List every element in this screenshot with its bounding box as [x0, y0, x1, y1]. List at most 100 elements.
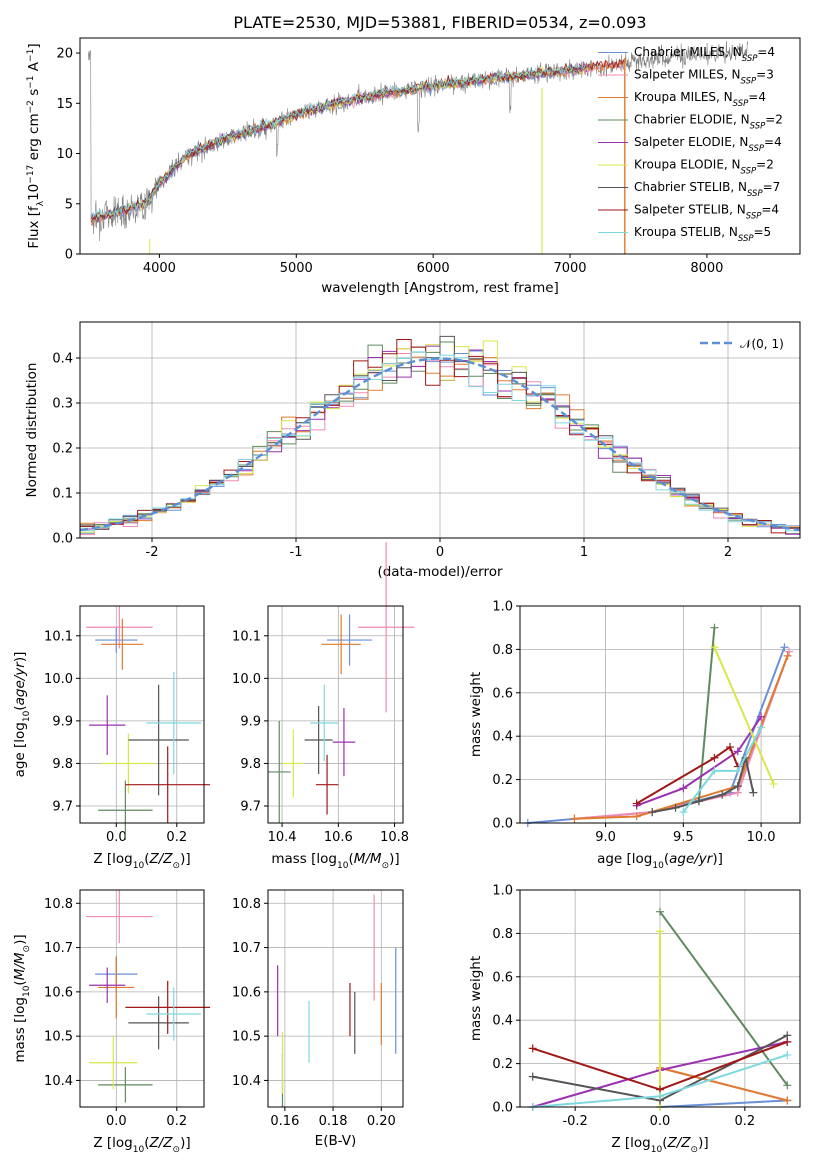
y-tick-label: 0.0	[52, 532, 73, 547]
y-tick-label: 10.0	[232, 672, 261, 687]
residuals-panel: -2 -1 0 1 2 0.0 0.1 0.2 0.3 0.4 𝒩(0, 1) (data-model…	[24, 321, 801, 580]
weight-line-salpeter_elodie	[636, 716, 762, 807]
y-axis-label: mass weight	[468, 956, 484, 1041]
model-fit-salpeter_miles	[90, 61, 626, 224]
y-tick-label: 9.7	[240, 799, 261, 814]
weight-marker-salpeter_elodie	[733, 747, 742, 756]
x-axis-label: E(B-V)	[315, 1133, 357, 1149]
y-tick-label: 10.1	[44, 629, 73, 644]
x-tick-label: 2	[724, 545, 732, 560]
y-tick-label: 9.8	[240, 757, 261, 772]
weight-line-kroupa_miles	[574, 655, 789, 820]
normal-curve-line	[79, 357, 801, 532]
weight-marker-chabrier_elodie	[710, 623, 719, 632]
y-tick-label: 0.4	[492, 1014, 513, 1029]
legend-label: Chabrier ELODIE, NSSP=2	[634, 113, 783, 132]
weight-marker-chabrier_elodie	[783, 1081, 792, 1090]
plot-frame	[79, 37, 801, 255]
plot-frame	[267, 605, 404, 824]
y-tick-label: 10.8	[44, 897, 73, 912]
y-tick-label: 10	[56, 147, 73, 162]
y-tick-label: 0.0	[492, 1101, 513, 1116]
plot-frame	[519, 889, 801, 1108]
x-tick-label: 0.0	[106, 830, 127, 845]
weight-marker-kroupa_stelib	[710, 766, 719, 775]
weight-line-chabrier_miles	[527, 646, 786, 824]
age_vs_Z-panel: 0.0 0.2 9.7 9.8 9.9 10.0 10.1 age [log10(age/yr…	[12, 605, 211, 871]
weight-marker-salpeter_miles	[785, 647, 794, 656]
weight-marker-kroupa_stelib	[656, 1092, 664, 1101]
weight-marker-salpeter_elodie	[757, 712, 766, 721]
weight-marker-chabrier_stelib	[733, 782, 742, 791]
y-tick-label: 9.7	[52, 799, 73, 814]
y-tick-label: 1.0	[492, 884, 513, 899]
x-tick-label: 0.2	[735, 1114, 756, 1129]
y-tick-label: 1.0	[492, 600, 513, 615]
weight-marker-kroupa_miles	[632, 812, 641, 821]
x-tick-label: 0.0	[650, 1114, 671, 1129]
y-tick-label: 10.4	[232, 1074, 261, 1089]
age_vs_mass-panel: 10.4 10.6 10.8 9.7 9.8 9.9 10.0 10.1 mass [log10…	[232, 542, 415, 871]
x-axis-label: Z [log10(Z/Z⊙)]	[611, 1135, 708, 1155]
model-fit-salpeter_elodie	[90, 62, 587, 223]
y-tick-label: 5	[65, 197, 73, 212]
y-tick-label: 0.2	[492, 773, 513, 788]
x-tick-label: 10.0	[747, 830, 776, 845]
y-tick-label: 15	[56, 97, 73, 112]
weight-marker-kroupa_elodie	[769, 779, 778, 788]
spectrum-panel: 4000 5000 6000 7000 8000 0 5 10 15 20 Chabrier MIL…	[26, 37, 801, 296]
model-fit-salpeter_stelib	[90, 59, 626, 221]
x-tick-label: -2	[146, 545, 159, 560]
y-tick-label: 10.7	[232, 941, 261, 956]
y-tick-label: 0.6	[492, 970, 513, 985]
legend-label: Kroupa ELODIE, NSSP=2	[634, 158, 774, 177]
weight-marker-kroupa_stelib	[757, 723, 766, 732]
weight-marker-kroupa_miles	[570, 814, 579, 823]
y-tick-label: 0.3	[52, 397, 73, 412]
weight-line-salpeter_stelib	[636, 745, 739, 805]
legend-label: Chabrier STELIB, NSSP=7	[634, 180, 780, 199]
y-tick-label: 10.6	[232, 985, 261, 1000]
x-tick-label: 1	[580, 545, 588, 560]
weight-marker-chabrier_stelib	[749, 788, 758, 797]
weight-marker-chabrier_stelib	[718, 790, 727, 799]
y-tick-label: 0.8	[492, 643, 513, 658]
y-tick-label: 9.8	[52, 757, 73, 772]
weight-marker-salpeter_stelib	[710, 753, 719, 762]
x-tick-label: 0	[436, 545, 444, 560]
residual-hist-chabrier_stelib	[80, 335, 800, 530]
weight_vs_age-panel: 9.0 9.5 10.0 0.0 0.2 0.4 0.6 0.8 1.0 mass weight a…	[468, 600, 801, 871]
model-fit-chabrier_elodie	[90, 64, 587, 222]
legend-label: Salpeter ELODIE, NSSP=4	[634, 135, 782, 154]
legend-label: Kroupa STELIB, NSSP=5	[634, 225, 771, 244]
legend-label: Salpeter STELIB, NSSP=4	[634, 203, 779, 222]
x-tick-label: 9.0	[595, 830, 616, 845]
figure-title: PLATE=2530, MJD=53881, FIBERID=0534, z=0…	[233, 13, 646, 32]
model-fit-chabrier_miles	[90, 65, 587, 226]
x-tick-label: 0.2	[166, 830, 187, 845]
weight-marker-kroupa_stelib	[783, 1050, 792, 1059]
y-tick-label: 10.4	[44, 1074, 73, 1089]
residual-hist-kroupa_stelib	[80, 351, 800, 532]
x-axis-label: wavelength [Angstrom, rest frame]	[321, 280, 559, 296]
weight-marker-chabrier_stelib	[694, 797, 703, 806]
y-axis-label: Normed distribution	[24, 363, 40, 498]
weight-marker-salpeter_elodie	[679, 784, 688, 793]
model-fit-chabrier_stelib	[90, 64, 587, 223]
x-tick-label: 0.18	[319, 1114, 348, 1129]
y-tick-label: 10.0	[44, 672, 73, 687]
y-tick-label: 10.5	[44, 1030, 73, 1045]
legend-label: Chabrier MILES, NSSP=4	[634, 45, 775, 64]
y-axis-label: age [log10(age/yr)]	[12, 652, 32, 778]
weight-line-chabrier_miles	[659, 1099, 788, 1108]
mass_vs_Z-panel: 0.0 0.2 10.4 10.5 10.6 10.7 10.8 mass [log10(M/…	[12, 889, 211, 1155]
plot-frame	[79, 321, 801, 539]
legend-label: 𝒩(0, 1)	[740, 337, 784, 351]
x-tick-label: 7000	[553, 261, 586, 276]
weight_vs_Z-panel: -0.2 0.0 0.2 0.0 0.2 0.4 0.6 0.8 1.0 mass weight Z…	[468, 884, 801, 1155]
weight-marker-salpeter_stelib	[632, 799, 641, 808]
weight-marker-chabrier_stelib	[671, 803, 680, 812]
y-tick-label: 0.2	[492, 1057, 513, 1072]
y-axis-label: Flux [fλ10−17 erg cm−2 s−1 A−1]	[26, 43, 46, 248]
